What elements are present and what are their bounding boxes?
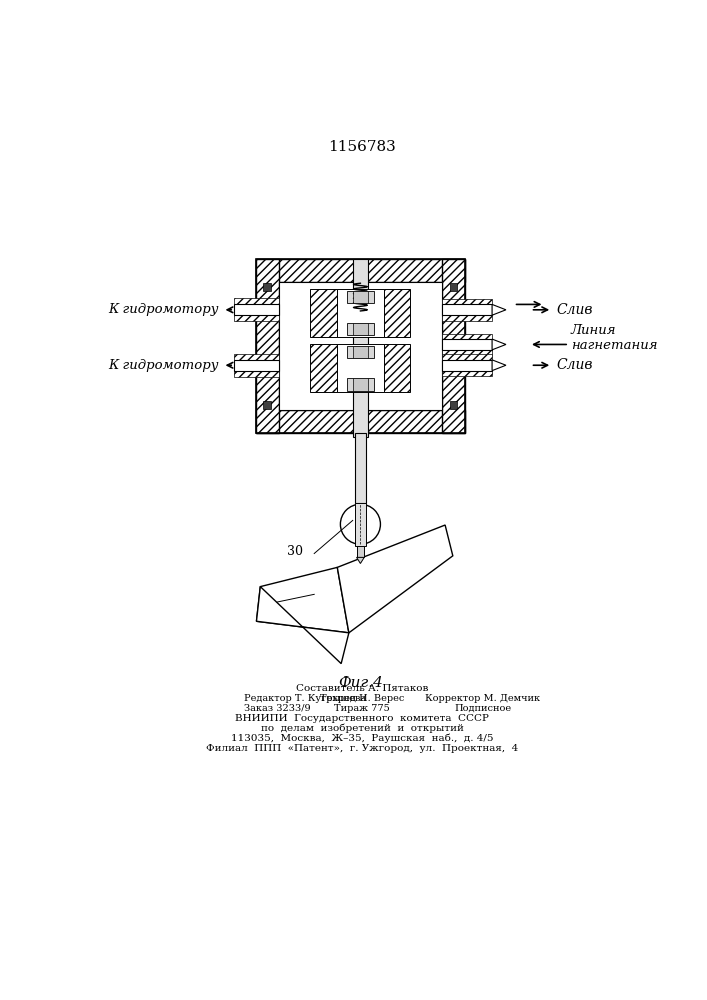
Bar [264, 283, 271, 291]
Bar [442, 299, 492, 304]
Bar [353, 291, 368, 303]
Text: Филиал  ППП  «Патент»,  г. Ужгород,  ул.  Проектная,  4: Филиал ППП «Патент», г. Ужгород, ул. Про… [206, 744, 518, 753]
Text: К гидромотору: К гидромотору [108, 303, 218, 316]
Bar [442, 315, 492, 321]
Bar [442, 304, 492, 315]
Text: Линия
нагнетания: Линия нагнетания [571, 324, 657, 352]
Bar [442, 339, 492, 350]
Bar [234, 371, 279, 377]
Bar [337, 289, 383, 337]
Bar [310, 344, 337, 392]
Text: Техред И. Верес: Техред И. Верес [320, 694, 404, 703]
Bar [256, 259, 465, 282]
Bar [383, 344, 411, 392]
Bar [353, 323, 368, 335]
Bar [234, 360, 279, 371]
Bar [234, 298, 279, 304]
Bar [353, 346, 368, 358]
Bar [264, 401, 271, 409]
Text: Подписное: Подписное [455, 704, 511, 713]
Bar [355, 433, 366, 503]
Bar [353, 259, 368, 437]
Polygon shape [492, 360, 506, 371]
Text: 1156783: 1156783 [328, 140, 396, 154]
Text: 7: 7 [260, 596, 268, 609]
Bar [234, 315, 279, 321]
Bar [355, 503, 366, 546]
Text: 113035,  Москва,  Ж–35,  Раушская  наб.,  д. 4/5: 113035, Москва, Ж–35, Раушская наб., д. … [230, 734, 493, 743]
Bar [337, 344, 383, 392]
Bar [356, 546, 364, 557]
Bar [442, 350, 492, 355]
Bar [279, 282, 442, 410]
Text: К гидромотору: К гидромотору [108, 359, 218, 372]
Polygon shape [356, 557, 364, 564]
Text: Корректор М. Демчик: Корректор М. Демчик [426, 694, 540, 703]
Bar [442, 360, 492, 371]
Polygon shape [492, 304, 506, 315]
Bar [310, 289, 337, 337]
Bar [442, 259, 465, 433]
Text: по  делам  изобретений  и  открытий: по делам изобретений и открытий [260, 724, 463, 733]
Text: Тираж 775: Тираж 775 [334, 704, 390, 713]
Text: Заказ 3233/9: Заказ 3233/9 [244, 704, 311, 713]
Text: Фиг.4: Фиг.4 [338, 676, 383, 690]
Bar [442, 354, 492, 360]
Bar [234, 354, 279, 360]
Bar [347, 323, 373, 335]
Polygon shape [492, 339, 506, 350]
Bar [347, 378, 373, 391]
Bar [450, 401, 457, 409]
Polygon shape [257, 567, 349, 633]
Bar [450, 283, 457, 291]
Bar [383, 289, 411, 337]
Circle shape [340, 504, 380, 544]
Bar [256, 259, 279, 433]
Bar [353, 378, 368, 391]
Bar [347, 291, 373, 303]
Bar [256, 259, 465, 433]
Text: Слив: Слив [556, 358, 592, 372]
Text: Составитель А. Пятаков: Составитель А. Пятаков [296, 684, 428, 693]
Bar [442, 371, 492, 376]
Text: 30: 30 [286, 545, 303, 558]
Polygon shape [337, 525, 452, 633]
Bar [256, 410, 465, 433]
Text: Редактор Т. Кугрышева: Редактор Т. Кугрышева [244, 694, 366, 703]
Bar [347, 346, 373, 358]
Text: ВНИИПИ  Государственного  комитета  СССР: ВНИИПИ Государственного комитета СССР [235, 714, 489, 723]
Bar [234, 304, 279, 315]
Text: Слив: Слив [556, 303, 592, 317]
Polygon shape [257, 587, 349, 664]
Bar [442, 334, 492, 339]
